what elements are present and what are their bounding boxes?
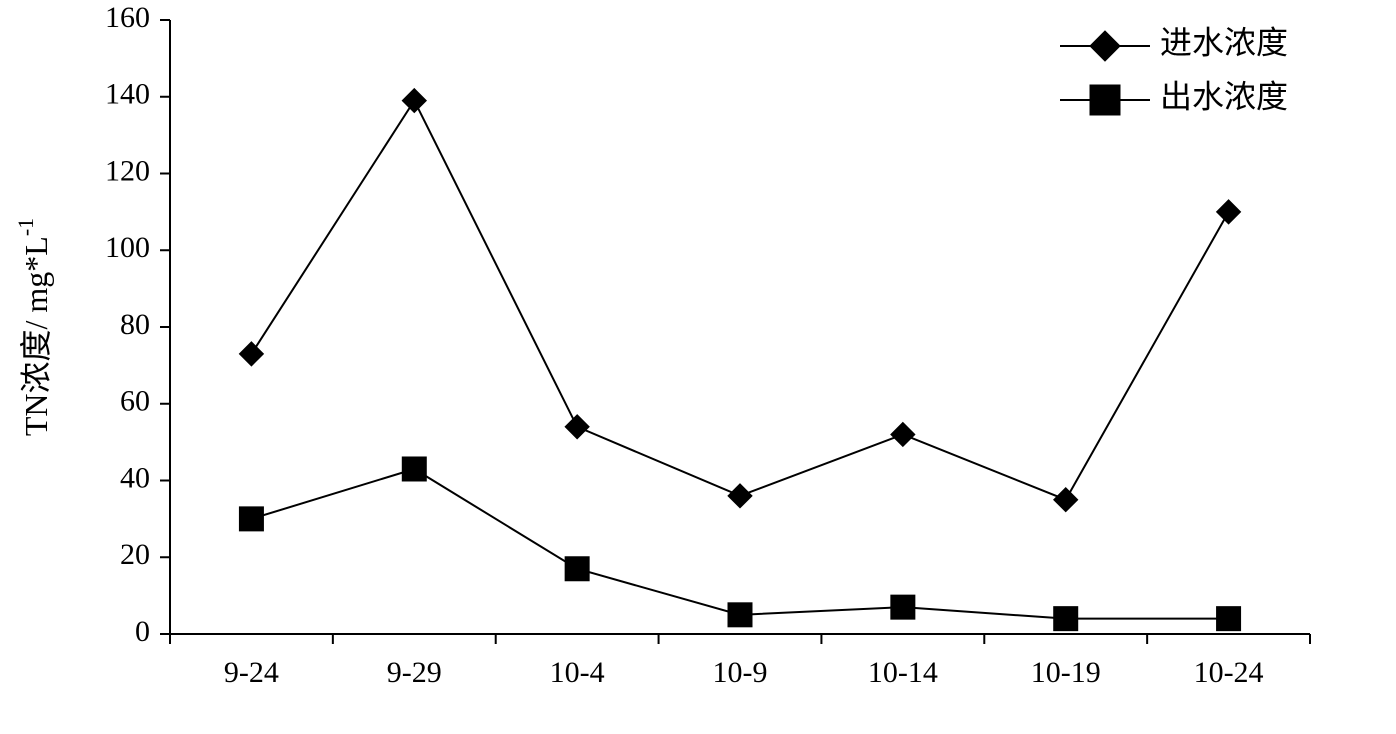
- tn-concentration-chart: 0 20 40 60 80 100 120 140 160 9-24 9-29 10-4 10-9 10-…: [0, 0, 1396, 734]
- x-tick-label: 10-9: [713, 656, 768, 689]
- x-tick-label: 9-29: [387, 656, 442, 689]
- y-axis-title: TN浓度/ mg*L-1: [13, 218, 55, 436]
- y-tick-label: 160: [105, 1, 150, 34]
- x-tick-label: 10-24: [1194, 656, 1264, 689]
- y-tick-label: 60: [120, 385, 150, 418]
- y-tick-label: 0: [135, 615, 150, 648]
- y-tick-label: 20: [120, 538, 150, 571]
- x-tick-label: 9-24: [224, 656, 279, 689]
- y-tick-label: 100: [105, 231, 150, 264]
- series-1: [239, 457, 1240, 631]
- x-tick-label: 10-19: [1031, 656, 1101, 689]
- y-tick-label: 140: [105, 78, 150, 111]
- legend-label-1: 出水浓度: [1160, 78, 1288, 114]
- y-tick-label: 40: [120, 461, 150, 494]
- x-tick-label: 10-14: [868, 656, 938, 689]
- legend: 进水浓度出水浓度: [1060, 24, 1288, 115]
- x-tick-label: 10-4: [550, 656, 605, 689]
- chart-svg: 0 20 40 60 80 100 120 140 160 9-24 9-29 10-4 10-9 10-…: [0, 0, 1396, 734]
- series-0: [239, 89, 1240, 512]
- y-tick-label: 80: [120, 308, 150, 341]
- legend-label-0: 进水浓度: [1160, 24, 1288, 60]
- y-tick-label: 120: [105, 154, 150, 187]
